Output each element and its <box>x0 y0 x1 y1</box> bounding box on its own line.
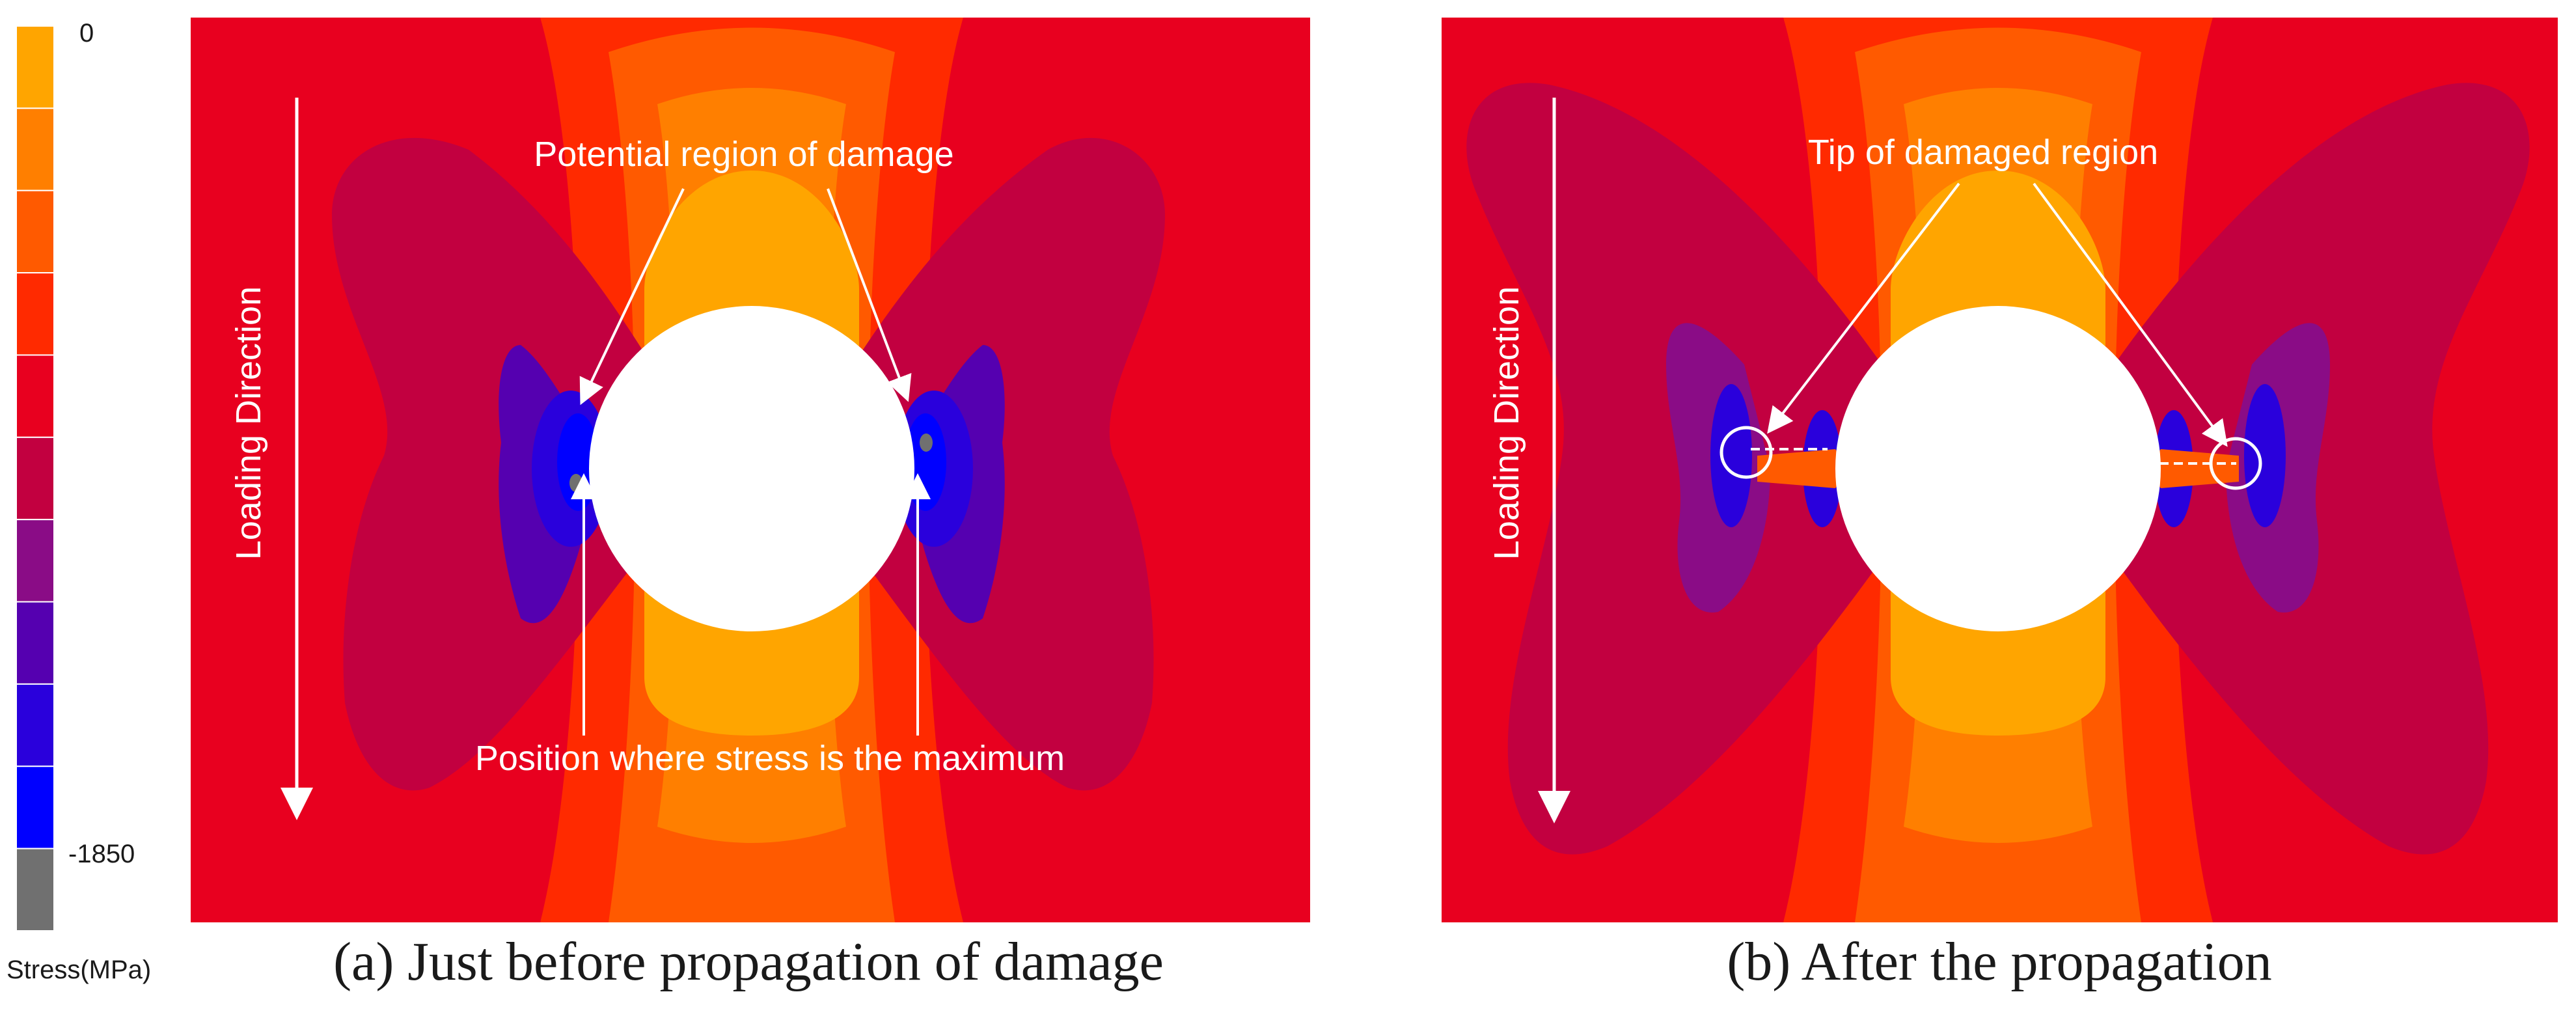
color-scale-legend: 0 -1850 Stress(MPa) <box>7 19 151 984</box>
scale-band <box>16 272 55 356</box>
panel-b-contour-plot <box>1442 18 2558 922</box>
color-scale-bar <box>16 25 55 931</box>
panel-a-caption: (a) Just before propagation of damage <box>333 931 1164 992</box>
panel-a-arrow-left-top <box>579 188 685 406</box>
scale-band <box>16 436 55 521</box>
scale-min-label: -1850 <box>68 840 135 868</box>
panel-b-caption: (b) After the propagation <box>1727 931 2271 992</box>
panel-a-loading-label: Loading Direction <box>229 286 268 560</box>
panel-b-tip-circle-right <box>2209 437 2262 490</box>
panel-a-arrow-right-top <box>827 188 912 402</box>
panel-b-loading-label: Loading Direction <box>1487 286 1526 560</box>
scale-band <box>16 107 55 191</box>
panel-a-annotation-top: Potential region of damage <box>534 135 953 174</box>
scale-band <box>16 25 55 109</box>
panel-b-hole <box>1835 306 2161 631</box>
scale-max-label: 0 <box>79 19 94 48</box>
scale-band <box>16 189 55 274</box>
panel-b-tip-circle-left <box>1720 426 1773 479</box>
panel-a: Loading Direction Potential region of da… <box>191 18 1310 992</box>
scale-unit-label: Stress(MPa) <box>7 956 151 984</box>
scale-band <box>16 354 55 438</box>
scale-band <box>16 848 55 931</box>
panel-b-arrow-left <box>1767 182 1960 434</box>
scale-band <box>16 519 55 603</box>
panel-a-contour-plot <box>191 18 1310 922</box>
scale-band <box>16 765 55 849</box>
panel-b-arrow-right <box>2033 182 2228 447</box>
scale-band <box>16 601 55 685</box>
scale-band <box>16 683 55 767</box>
panel-b-annotation-top: Tip of damaged region <box>1808 133 2158 172</box>
panel-b: Loading Direction Tip of damaged region … <box>1442 18 2558 992</box>
panel-a-hole <box>589 306 914 631</box>
panel-a-annotation-bottom: Position where stress is the maximum <box>475 739 1065 778</box>
